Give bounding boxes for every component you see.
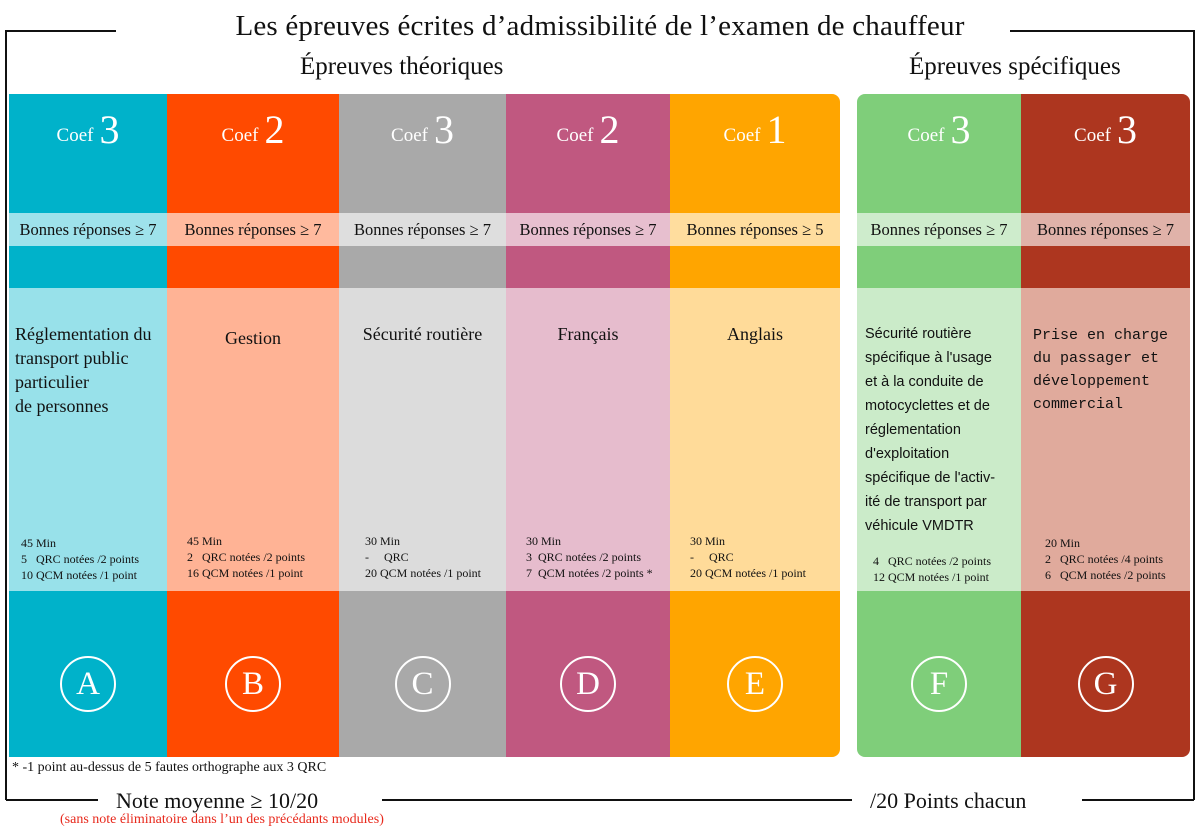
threshold-band: Bonnes réponses ≥ 7	[1021, 213, 1190, 246]
coef-value: 2	[264, 107, 285, 152]
module-letter-badge: D	[560, 656, 616, 712]
average-requirement: Note moyenne ≥ 10/20	[116, 788, 319, 813]
module-content: Sécurité routière spécifique à l'usage e…	[857, 288, 1021, 591]
module-details: 45 Min 5 QRC notées /2 points 10 QCM not…	[21, 536, 140, 582]
coef-label: Coef 2	[221, 107, 285, 152]
threshold-band: Bonnes réponses ≥ 5	[670, 213, 840, 246]
module-column-g: Coef 3 Bonnes réponses ≥ 7 Prise en charg…	[1021, 94, 1190, 757]
group-theoretical-heading: Épreuves théoriques	[300, 53, 504, 80]
coef-label: Coef 2	[556, 107, 620, 152]
module-column-f: Coef 3 Bonnes réponses ≥ 7 Sécurité routi…	[857, 94, 1021, 757]
frame-left	[5, 30, 7, 800]
coef-label: Coef 3	[1074, 107, 1137, 152]
module-content: Gestion 45 Min 2 QRC notées /2 points 16…	[167, 288, 339, 591]
module-letter-badge: C	[394, 656, 451, 712]
coef-value: 1	[766, 107, 787, 152]
threshold-band: Bonnes réponses ≥ 7	[506, 213, 670, 246]
module-letter-badge: F	[911, 656, 967, 712]
coef-label: Coef 3	[391, 107, 454, 152]
coef-label: Coef 1	[723, 107, 787, 152]
frame-bottom-mid	[382, 799, 852, 801]
coef-value: 3	[950, 107, 971, 152]
module-details: 4 QRC notées /2 points 12 QCM notées /1 …	[873, 554, 992, 584]
module-column-d: Coef 2 Bonnes réponses ≥ 7 Français 30 Mi…	[506, 94, 670, 757]
module-subject: Sécurité routière spécifique à l'usage e…	[865, 326, 996, 534]
threshold-band: Bonnes réponses ≥ 7	[339, 213, 506, 246]
module-subject: Prise en charge du passager et développe…	[1033, 327, 1169, 413]
frame-top-right	[1010, 30, 1194, 32]
module-details: 30 Min 3 QRC notées /2 points 7 QCM noté…	[526, 534, 653, 580]
threshold-band: Bonnes réponses ≥ 7	[857, 213, 1021, 246]
module-letter-badge: A	[60, 656, 116, 712]
footnote: * -1 point au-dessus de 5 fautes orthogr…	[12, 760, 327, 775]
frame-top-left	[6, 30, 116, 32]
module-subject: Réglementation du transport public parti…	[15, 324, 152, 416]
module-column-a: Coef 3 Bonnes réponses ≥ 7 Réglementation…	[9, 94, 167, 757]
module-letter-badge: B	[225, 656, 281, 712]
module-column-c: Coef 3 Bonnes réponses ≥ 7 Sécurité routi…	[339, 94, 506, 757]
module-details: 30 Min - QRC 20 QCM notées /1 point	[365, 534, 481, 580]
group-specific-heading: Épreuves spécifiques	[909, 53, 1121, 80]
eliminatory-note: (sans note éliminatoire dans l’un des pr…	[60, 812, 384, 827]
frame-right	[1193, 30, 1195, 800]
threshold-band: Bonnes réponses ≥ 7	[9, 213, 167, 246]
coef-label: Coef 3	[907, 107, 971, 152]
module-column-e: Coef 1 Bonnes réponses ≥ 5 Anglais 30 Min…	[670, 94, 840, 757]
module-letter-badge: E	[727, 656, 783, 712]
coef-value: 3	[433, 107, 454, 152]
module-details: 30 Min - QRC 20 QCM notées /1 point	[690, 534, 806, 580]
module-content: Français 30 Min 3 QRC notées /2 points 7…	[506, 288, 670, 591]
module-details: 20 Min 2 QRC notées /4 points 6 QCM noté…	[1045, 536, 1166, 582]
coef-value: 3	[1116, 107, 1137, 152]
module-content: Réglementation du transport public parti…	[9, 288, 167, 591]
module-content: Anglais 30 Min - QRC 20 QCM notées /1 po…	[670, 288, 840, 591]
coef-value: 2	[599, 107, 620, 152]
module-column-b: Coef 2 Bonnes réponses ≥ 7 Gestion 45 Min…	[167, 94, 339, 757]
page-title: Les épreuves écrites d’admissibilité de …	[235, 10, 965, 42]
frame-bottom-right	[1082, 799, 1194, 801]
threshold-band: Bonnes réponses ≥ 7	[167, 213, 339, 246]
module-letter-badge: G	[1077, 656, 1134, 712]
coef-value: 3	[99, 107, 120, 152]
module-subject: Français	[557, 324, 619, 344]
coef-label: Coef 3	[56, 107, 120, 152]
points-each: /20 Points chacun	[870, 788, 1027, 813]
module-subject: Gestion	[225, 328, 281, 348]
module-subject: Sécurité routière	[362, 324, 483, 344]
module-subject: Anglais	[727, 324, 783, 344]
module-content: Sécurité routière 30 Min - QRC 20 QCM no…	[339, 288, 506, 591]
frame-bottom-left	[6, 799, 98, 801]
module-content: Prise en charge du passager et développe…	[1021, 288, 1190, 591]
module-details: 45 Min 2 QRC notées /2 points 16 QCM not…	[187, 534, 306, 580]
